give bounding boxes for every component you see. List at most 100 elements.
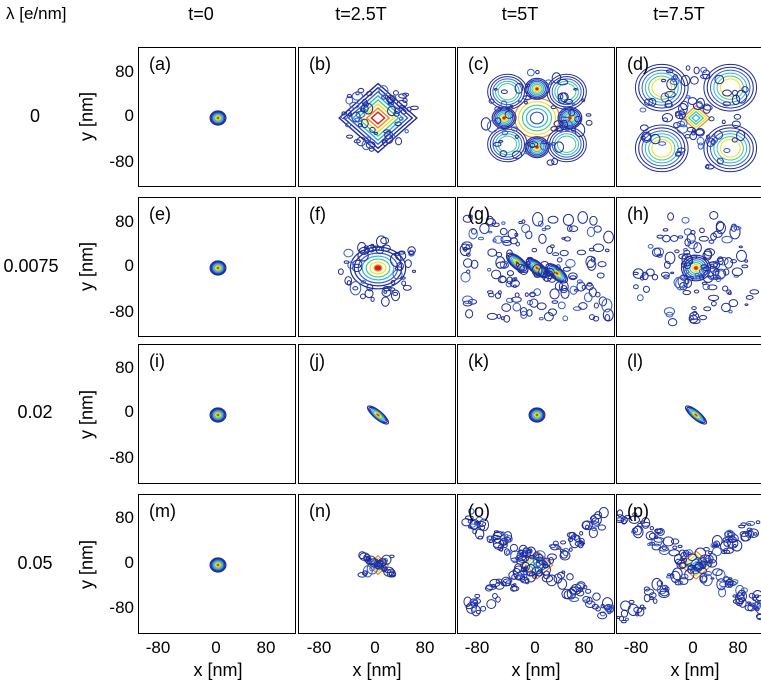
contour-line <box>211 262 225 274</box>
contour-line <box>211 409 225 421</box>
contour-line <box>381 565 388 573</box>
contour-line <box>210 111 226 125</box>
contour-line <box>500 235 512 244</box>
contour-line <box>680 557 684 562</box>
contour-line <box>489 128 525 160</box>
contour-line <box>486 312 498 320</box>
contour-line <box>708 550 713 555</box>
contour-line <box>722 89 732 97</box>
contour-line <box>465 309 474 319</box>
contour-plot <box>366 405 390 425</box>
lambda-header: λ [e/nm] <box>6 4 67 23</box>
contour-line <box>490 269 502 280</box>
contour-line <box>380 244 391 252</box>
contour-line <box>411 269 417 273</box>
contour-panel: (a) <box>138 47 296 187</box>
contour-line <box>568 108 576 117</box>
contour-line <box>214 411 222 419</box>
contour-line <box>691 128 697 133</box>
contour-line <box>556 78 569 86</box>
contour-line <box>510 550 521 564</box>
contour-line <box>694 561 703 572</box>
contour-line <box>590 256 596 263</box>
contour-line <box>691 263 701 273</box>
contour-line <box>497 290 502 295</box>
contour-line <box>507 253 528 272</box>
contour-line <box>574 115 582 123</box>
contour-panel: (n) <box>298 494 456 634</box>
contour-line <box>401 280 407 286</box>
contour-line <box>352 286 359 291</box>
contour-line <box>704 164 715 170</box>
contour-line <box>388 287 396 292</box>
contour-line <box>497 83 518 101</box>
contour-line <box>549 76 585 108</box>
contour-plot <box>528 407 546 423</box>
contour-line <box>741 592 746 597</box>
contour-line <box>691 113 701 123</box>
contour-line <box>209 110 227 126</box>
density-peak <box>376 413 380 417</box>
contour-line <box>506 276 514 285</box>
contour-line <box>495 596 501 603</box>
contour-line <box>680 261 688 269</box>
contour-line <box>528 548 533 553</box>
contour-line <box>709 210 719 220</box>
contour-line <box>577 539 585 549</box>
contour-line <box>538 266 548 278</box>
contour-line <box>516 263 525 274</box>
contour-line <box>560 106 572 119</box>
contour-line <box>372 563 382 569</box>
contour-line <box>566 573 574 581</box>
contour-line <box>546 159 555 166</box>
contour-line <box>505 106 511 110</box>
contour-line <box>664 251 676 265</box>
contour-line <box>340 113 349 120</box>
contour-line <box>568 547 573 552</box>
contour-line <box>678 580 684 586</box>
contour-line <box>400 108 407 115</box>
contour-line <box>402 284 412 291</box>
contour-line <box>716 136 744 161</box>
contour-line <box>721 549 728 555</box>
contour-line <box>711 544 718 548</box>
x-tick-label: -80 <box>306 638 332 657</box>
contour-line <box>648 97 657 107</box>
contour-line <box>682 290 692 296</box>
contour-line <box>535 69 540 75</box>
contour-line <box>527 141 539 148</box>
contour-line <box>525 108 549 128</box>
contour-line <box>495 578 503 584</box>
contour-line <box>744 259 749 263</box>
contour-line <box>373 264 383 272</box>
contour-line <box>400 276 406 280</box>
contour-line <box>369 126 376 133</box>
contour-line <box>365 258 391 278</box>
contour-plot <box>338 82 419 154</box>
contour-line <box>471 599 478 604</box>
contour-line <box>505 550 512 555</box>
contour-line <box>524 136 550 159</box>
contour-line <box>680 100 689 111</box>
density-peak <box>217 117 219 119</box>
contour-plot <box>634 63 758 173</box>
contour-line <box>735 129 746 142</box>
contour-line <box>214 114 222 122</box>
contour-line <box>557 106 583 130</box>
contour-line <box>588 314 596 321</box>
contour-line <box>349 101 360 109</box>
contour-line <box>731 137 738 143</box>
contour-line <box>641 130 683 167</box>
contour-line <box>501 221 506 225</box>
contour-line <box>596 272 605 279</box>
contour-line <box>565 259 576 268</box>
contour-line <box>514 563 522 573</box>
contour-line <box>561 119 573 131</box>
contour-line <box>505 535 513 543</box>
contour-line <box>599 611 606 617</box>
contour-line <box>620 609 629 618</box>
x-tick-label: 80 <box>574 638 594 657</box>
column-header-t7.5: t=7.5T <box>653 4 705 24</box>
contour-line <box>719 139 741 158</box>
x-tick-label: 80 <box>256 638 276 657</box>
